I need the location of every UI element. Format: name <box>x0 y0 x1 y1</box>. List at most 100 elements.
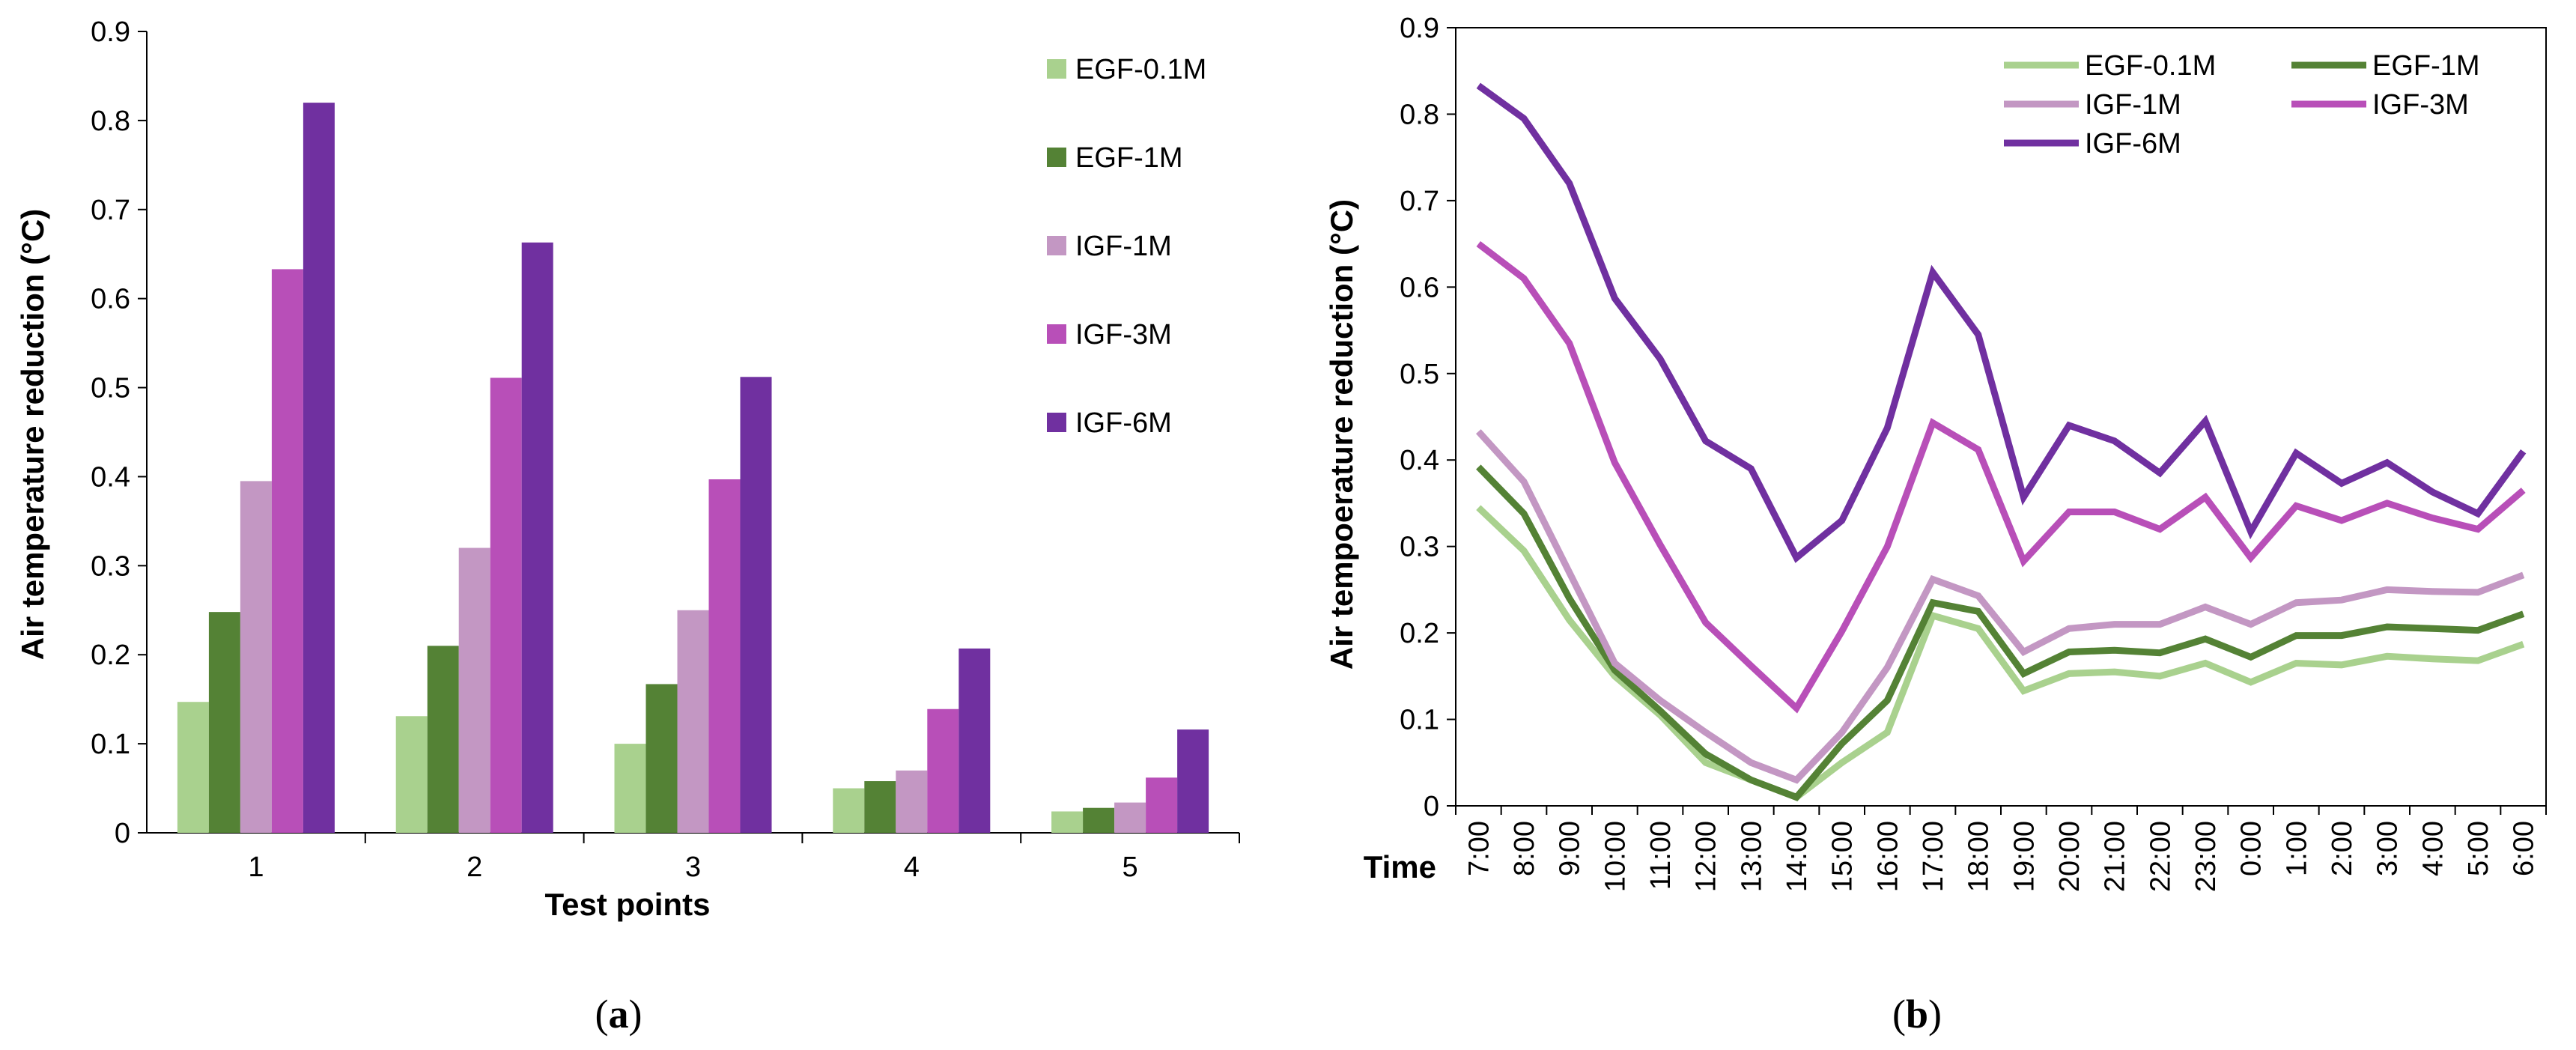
bar-igf-1m-point-1 <box>240 481 272 833</box>
legend-label-igf-1m: IGF-1M <box>1075 231 1172 262</box>
panel-label-open-paren: ( <box>1892 992 1906 1037</box>
chart-a-x-tick-label: 3 <box>685 852 701 883</box>
chart-b-x-tick-label: 5:00 <box>2463 821 2494 876</box>
bar-igf-1m-point-2 <box>458 547 490 833</box>
chart-a-y-tick-label: 0.8 <box>91 106 130 137</box>
chart-b-y-tick-label: 0.3 <box>1400 532 1439 563</box>
legend-label-egf-1m: EGF-1M <box>1075 142 1183 174</box>
chart-b-tick-labels: 0 0.1 0.2 0.3 0.4 0.5 0.6 0.7 0.8 0.9 7:00 8:00 9:00… <box>1400 13 2539 892</box>
chart-b-x-tick-label: 21:00 <box>2100 821 2131 892</box>
panel-label-close-paren: ) <box>1928 992 1942 1037</box>
legend-label-egf-0-1m: EGF-0.1M <box>2085 50 2216 82</box>
chart-a-y-tick-label: 0.3 <box>91 550 130 582</box>
chart-b-x-tick-label: 16:00 <box>1872 821 1904 892</box>
chart-b-y-tick-label: 0.4 <box>1400 445 1439 476</box>
bar-igf-3m-point-3 <box>708 479 741 833</box>
chart-b-x-tick-label: 6:00 <box>2509 821 2540 876</box>
chart-b-x-tick-label: 13:00 <box>1736 821 1767 892</box>
chart-a-x-tick-label: 4 <box>904 852 920 883</box>
chart-b-x-tick-label: 11:00 <box>1645 821 1677 890</box>
legend-label-egf-1m: EGF-1M <box>2372 50 2480 82</box>
chart-b-x-tick-label: 8:00 <box>1509 821 1540 876</box>
chart-b-lines <box>1475 82 2527 801</box>
chart-b-y-tick-label: 0.6 <box>1400 272 1439 303</box>
legend-label-igf-6m: IGF-6M <box>2085 128 2181 160</box>
bar-egf-1m-point-3 <box>645 684 678 833</box>
line-egf-1m <box>1476 464 2525 801</box>
bar-igf-3m-point-5 <box>1146 777 1178 833</box>
chart-b-x-tick-label: 18:00 <box>1963 821 1995 892</box>
chart-b-x-tick-label: 2:00 <box>2327 821 2358 876</box>
bar-igf-3m-point-2 <box>490 377 522 833</box>
bar-igf-6m-point-5 <box>1177 729 1209 833</box>
chart-b-y-tick-label: 0.2 <box>1400 618 1439 649</box>
legend-swatch-igf-6m <box>1047 413 1066 432</box>
chart-a-y-tick-label: 0 <box>115 818 130 849</box>
chart-a-y-tick-label: 0.2 <box>91 640 130 671</box>
legend-swatch-egf-0-1m <box>1047 59 1066 79</box>
chart-a-legend: EGF-0.1M EGF-1M IGF-1M IGF-3M IGF-6M <box>1047 54 1206 439</box>
bar-egf-0-1m-point-5 <box>1051 811 1084 833</box>
chart-b-x-tick-label: 9:00 <box>1555 821 1586 876</box>
legend-label-igf-3m: IGF-3M <box>1075 319 1172 350</box>
bar-igf-3m-point-1 <box>271 269 303 833</box>
panel-label-open-paren: ( <box>595 992 609 1037</box>
bar-egf-0-1m-point-1 <box>177 702 209 833</box>
bar-egf-1m-point-2 <box>427 646 459 833</box>
chart-a-bars <box>177 103 1209 834</box>
chart-a-x-tick-label: 1 <box>248 852 264 883</box>
chart-a-y-tick-label: 0.9 <box>91 16 130 48</box>
panel-label-close-paren: ) <box>629 992 643 1037</box>
chart-b-y-tick-label: 0 <box>1424 791 1439 822</box>
legend-label-igf-3m: IGF-3M <box>2372 89 2469 121</box>
chart-b-y-tick-label: 0.5 <box>1400 359 1439 390</box>
bar-igf-3m-point-4 <box>927 708 959 833</box>
line-igf-3m <box>1476 241 2526 714</box>
line-igf-6m <box>1476 82 2527 563</box>
bar-egf-1m-point-1 <box>208 612 240 833</box>
legend-swatch-igf-3m <box>1047 324 1066 344</box>
bar-igf-6m-point-2 <box>521 242 553 833</box>
bar-egf-0-1m-point-2 <box>395 716 428 833</box>
legend-label-egf-0-1m: EGF-0.1M <box>1075 54 1206 85</box>
bar-igf-1m-point-3 <box>677 610 709 833</box>
chart-b-x-axis-title: Time <box>1364 849 1436 884</box>
legend-swatch-igf-1m <box>1047 236 1066 255</box>
bar-egf-1m-point-5 <box>1083 807 1115 833</box>
chart-b-x-tick-label: 22:00 <box>2145 821 2176 892</box>
bar-egf-0-1m-point-4 <box>833 788 865 833</box>
panel-label-letter: a <box>609 992 629 1037</box>
chart-b-x-tick-label: 15:00 <box>1827 821 1859 892</box>
chart-b-x-tick-label: 4:00 <box>2417 821 2449 876</box>
chart-a-y-axis-title: Air temperature reduction (°C) <box>15 209 50 661</box>
chart-a-panel-label: (a) <box>595 992 643 1037</box>
chart-a-y-tick-label: 0.5 <box>91 373 130 404</box>
chart-b: 0 0.1 0.2 0.3 0.4 0.5 0.6 0.7 0.8 0.9 7:00 8:00 9:00… <box>1324 13 2547 1037</box>
bar-igf-6m-point-1 <box>303 103 335 834</box>
chart-a-tick-labels: 0 0.1 0.2 0.3 0.4 0.5 0.6 0.7 0.8 0.9 1 2 3 4 5 <box>91 16 1137 883</box>
chart-b-y-tick-label: 0.9 <box>1400 13 1439 44</box>
chart-b-x-tick-label: 23:00 <box>2190 821 2222 892</box>
bar-igf-6m-point-3 <box>740 377 772 833</box>
chart-b-y-tick-label: 0.1 <box>1400 705 1439 736</box>
chart-a-x-tick-label: 5 <box>1123 852 1138 883</box>
line-egf-0-1m <box>1476 505 2525 801</box>
bar-igf-1m-point-5 <box>1114 802 1146 833</box>
chart-a-y-tick-label: 0.1 <box>91 729 130 760</box>
chart-a-x-tick-label: 2 <box>467 852 482 883</box>
chart-b-y-tick-label: 0.8 <box>1400 99 1439 130</box>
chart-b-x-tick-label: 19:00 <box>2008 821 2040 892</box>
chart-b-legend: EGF-0.1M EGF-1M IGF-1M IGF-3M IGF-6M <box>2004 50 2480 160</box>
bar-igf-6m-point-4 <box>959 648 991 833</box>
legend-label-igf-6m: IGF-6M <box>1075 407 1172 439</box>
chart-b-x-tick-label: 10:00 <box>1600 821 1631 892</box>
chart-a-x-axis-title: Test points <box>545 887 711 922</box>
chart-b-x-tick-label: 20:00 <box>2054 821 2086 892</box>
bar-egf-0-1m-point-3 <box>614 744 646 833</box>
chart-b-y-axis-title: Air tempoerature reduction (°C) <box>1324 199 1359 670</box>
chart-a-y-tick-label: 0.6 <box>91 284 130 315</box>
chart-a: 0 0.1 0.2 0.3 0.4 0.5 0.6 0.7 0.8 0.9 1 2 3 4 5 Test p… <box>15 16 1240 1037</box>
legend-label-igf-1m: IGF-1M <box>2085 89 2181 121</box>
chart-b-axes <box>1447 27 2547 815</box>
